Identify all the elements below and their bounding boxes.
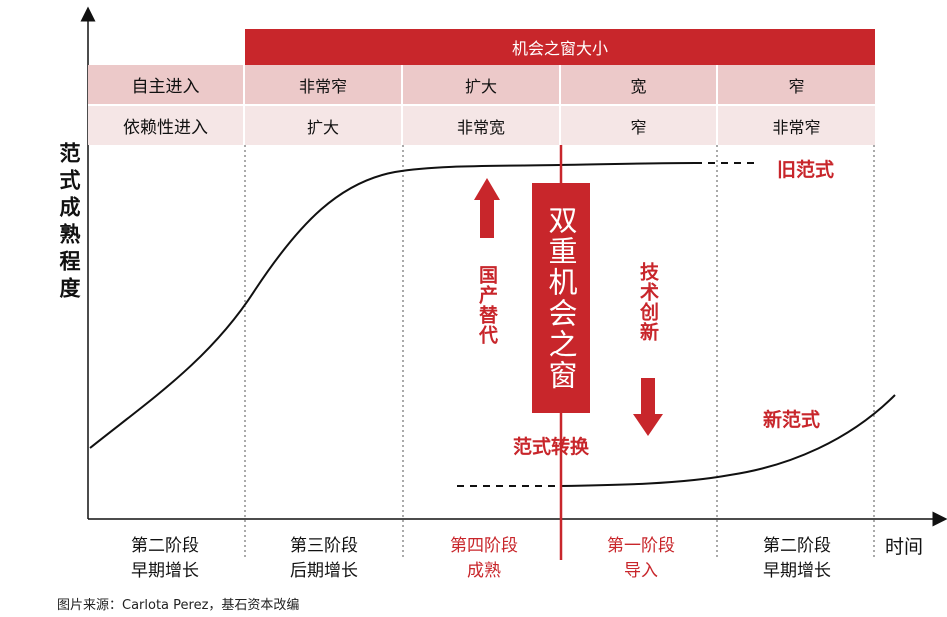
source-caption: 图片来源：Carlota Perez，基石资本改编 <box>57 598 300 613</box>
new-paradigm-label: 新范式 <box>763 409 821 431</box>
table-row-autonomous: 自主进入 非常窄 扩大 宽 窄 <box>88 65 875 104</box>
table-cell: 窄 <box>788 76 805 96</box>
x-axis-label: 时间 <box>885 536 924 558</box>
table-cell: 扩大 <box>245 106 403 145</box>
table-cell: 非常窄 <box>772 117 821 137</box>
down-arrow-icon <box>633 378 663 436</box>
row-header: 自主进入 <box>88 65 245 104</box>
tech-innovation-label: 技术创新 <box>637 262 659 342</box>
table-cell: 非常宽 <box>403 106 561 145</box>
up-arrow-icon <box>474 178 500 238</box>
stage-label: 第三阶段 后期增长 <box>290 536 358 581</box>
table-cell: 扩大 <box>403 65 561 104</box>
stage-label: 第二阶段 早期增长 <box>131 536 199 581</box>
new-paradigm-curve <box>559 394 896 487</box>
y-axis-label: 范式成熟程度 <box>57 142 81 304</box>
table-cell: 非常窄 <box>245 65 403 104</box>
table-row-dependent: 依赖性进入 扩大 非常宽 窄 非常窄 <box>88 104 875 145</box>
old-paradigm-label: 旧范式 <box>777 159 835 181</box>
dual-window-label: 双重机会之窗 <box>544 205 578 391</box>
window-size-band: 机会之窗大小 <box>245 29 875 65</box>
table-cell: 窄 <box>561 106 718 145</box>
dual-opportunity-window: 双重机会之窗 <box>532 183 590 413</box>
stage-label: 第一阶段 导入 <box>607 536 675 581</box>
row-header: 依赖性进入 <box>88 106 245 145</box>
stage-label: 第四阶段 成熟 <box>450 536 518 581</box>
stage-label: 第二阶段 早期增长 <box>763 536 831 581</box>
paradigm-shift-label: 范式转换 <box>513 436 590 458</box>
old-paradigm-curve <box>89 162 696 449</box>
table-cell: 宽 <box>561 65 718 104</box>
window-size-title: 机会之窗大小 <box>511 39 608 58</box>
import-substitution-label: 国产替代 <box>476 265 498 345</box>
